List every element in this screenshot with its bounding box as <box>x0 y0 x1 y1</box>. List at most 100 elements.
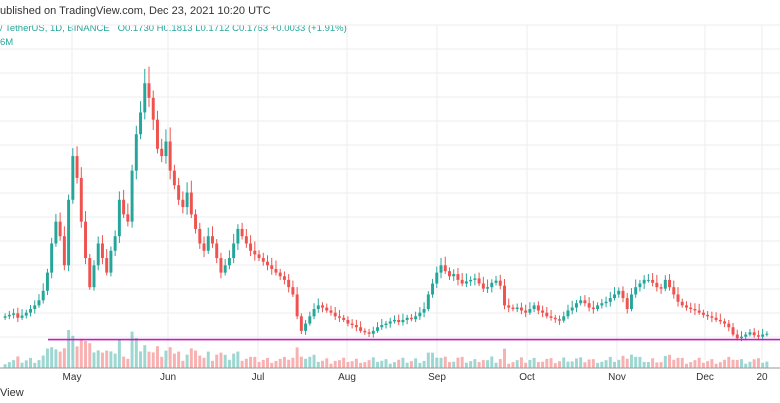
x-tick-label: Jun <box>160 372 176 383</box>
volume-bar <box>227 359 231 368</box>
candle-body <box>20 315 24 318</box>
volume-bar <box>426 352 430 368</box>
volume-bar <box>206 351 210 368</box>
volume-bar <box>266 357 269 368</box>
volume-bar <box>689 362 693 368</box>
volume-bar <box>435 357 439 368</box>
candle-body <box>651 279 655 283</box>
candle-body <box>761 334 765 337</box>
candle-body <box>211 236 214 244</box>
volume-bar <box>553 363 557 368</box>
candle-body <box>613 294 617 299</box>
candle-body <box>752 332 756 336</box>
x-tick-label: Jul <box>252 372 265 383</box>
candle-body <box>257 254 261 259</box>
volume-bar <box>100 352 104 368</box>
candle-body <box>350 323 354 326</box>
candle-body <box>172 170 176 186</box>
volume-bar <box>507 363 511 368</box>
volume-bar <box>172 353 176 368</box>
candle-body <box>524 310 528 313</box>
volume-bar <box>464 362 468 368</box>
volume-bar <box>139 351 143 368</box>
candle-body <box>295 294 299 317</box>
volume-bar <box>596 362 600 368</box>
symbol-label: / TetherUS, 1D, BINANCE <box>0 23 110 34</box>
candle-body <box>384 323 388 326</box>
x-tick-label: 20 <box>756 372 768 383</box>
volume-bar <box>676 357 680 368</box>
candle-body <box>566 310 570 317</box>
candle-body <box>164 141 168 157</box>
candle-body <box>236 228 240 244</box>
volume-bar <box>253 356 257 368</box>
candle-body <box>168 141 172 171</box>
candle-body <box>185 192 189 208</box>
volume-bar <box>363 362 367 368</box>
volume-bar <box>92 352 96 368</box>
volume-bar <box>566 361 570 368</box>
volume-bar <box>16 356 20 368</box>
volume-bar <box>731 359 735 368</box>
volume-bar <box>642 361 646 368</box>
x-axis: May Jun Jul Aug Sep Oct Nov Dec 20 <box>0 367 780 383</box>
volume-bar <box>697 357 701 368</box>
candle-body <box>380 325 384 328</box>
candle-body <box>663 279 667 289</box>
volume-bar <box>418 362 422 368</box>
candle-body <box>312 309 316 317</box>
published-caption: ublished on TradingView.com, Dec 23, 202… <box>0 5 271 17</box>
candle-body <box>553 317 557 320</box>
candle-body <box>646 279 650 281</box>
candle-body <box>33 305 37 310</box>
candle-body <box>397 319 401 323</box>
candle-body <box>92 265 96 288</box>
volume-bar <box>515 360 519 368</box>
volume-bar <box>79 338 83 368</box>
volume-bar <box>706 361 710 368</box>
volume-bar <box>583 362 587 368</box>
candle-body <box>604 301 608 304</box>
volume-bar <box>668 354 672 368</box>
candle-body <box>414 316 418 320</box>
candle-body <box>689 307 693 310</box>
volume-bar <box>354 358 358 368</box>
candle-body <box>710 316 714 318</box>
volume-legend: 6M <box>0 37 14 48</box>
candle-body <box>261 258 265 262</box>
candle-body <box>731 327 735 335</box>
volume-bar <box>20 362 24 368</box>
candle-body <box>511 307 515 310</box>
volume-bar <box>727 356 731 368</box>
volume-bar <box>486 360 490 368</box>
candle-body <box>130 170 134 222</box>
candle-body <box>490 282 494 288</box>
volume-bar <box>494 362 498 368</box>
volume-bar <box>67 330 71 368</box>
candle-body <box>249 243 253 251</box>
volume-bar <box>198 355 202 368</box>
volume-bar <box>329 363 333 368</box>
volume-bar <box>524 362 528 368</box>
volume-bar <box>257 361 261 368</box>
candle-body <box>418 312 422 317</box>
volume-bar <box>409 361 413 368</box>
candle-body <box>727 323 731 328</box>
volume-bar <box>452 361 456 368</box>
candle-body <box>325 307 329 311</box>
candle-body <box>714 317 718 320</box>
volume-bar <box>570 361 574 368</box>
x-tick-label: Sep <box>428 372 446 383</box>
candle-body <box>600 303 604 306</box>
volume-bar <box>84 341 88 368</box>
chart-header: ublished on TradingView.com, Dec 23, 202… <box>0 0 780 48</box>
candle-body <box>536 305 540 311</box>
volume-bar <box>376 361 380 368</box>
volume-bar <box>274 360 278 368</box>
volume-bar <box>342 357 346 368</box>
volume-bar <box>735 359 739 368</box>
volume-bar <box>181 360 185 368</box>
volume-bar <box>384 359 388 368</box>
candle-body <box>376 327 380 331</box>
